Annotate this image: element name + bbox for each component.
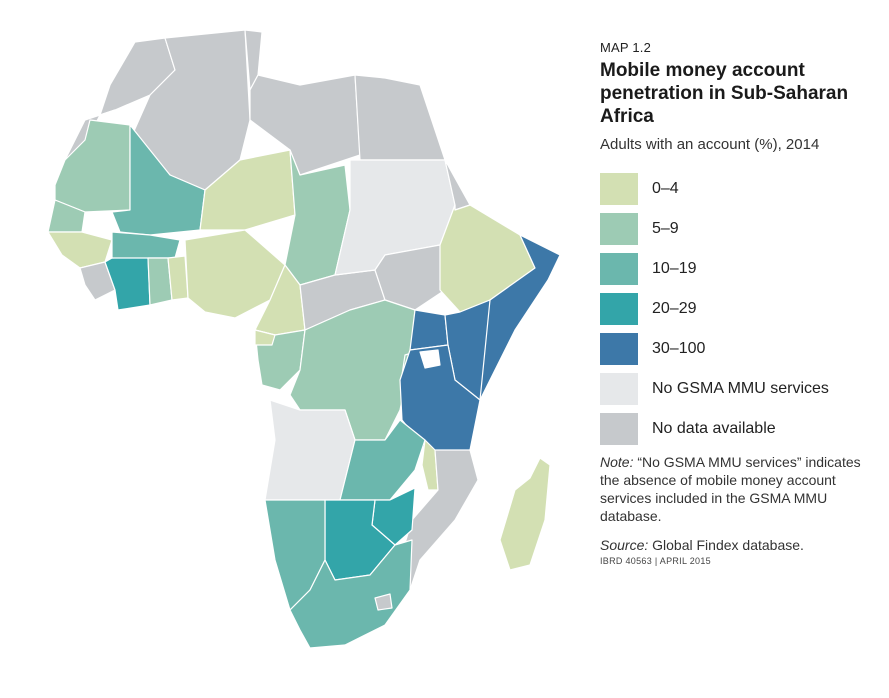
legend-swatch [600, 173, 638, 205]
legend-label: 30–100 [652, 340, 706, 357]
region-mozambique [399, 449, 479, 591]
region-angola [264, 399, 356, 501]
legend-item-30-100: 30–100 [600, 333, 880, 365]
legend-swatch [600, 253, 638, 285]
legend-item-0-4: 0–4 [600, 173, 880, 205]
note: Note: “No GSMA MMU services” indicates t… [600, 453, 880, 525]
region-sierra-leone-liberia [79, 261, 116, 301]
legend-label: 5–9 [652, 220, 679, 237]
legend: 0–4 5–9 10–19 20–29 30–100 No GSMA MMU s… [600, 173, 880, 445]
region-malawi [421, 439, 439, 491]
region-uganda [409, 309, 449, 351]
legend-swatch [600, 333, 638, 365]
africa-choropleth-map [47, 29, 561, 649]
legend-swatch [600, 293, 638, 325]
legend-item-10-19: 10–19 [600, 253, 880, 285]
region-equatorial-guinea [254, 329, 276, 346]
legend-panel: MAP 1.2 Mobile money account penetration… [600, 40, 880, 566]
note-prefix: Note: [600, 454, 634, 470]
region-south-africa [289, 539, 413, 649]
legend-label: 20–29 [652, 300, 697, 317]
legend-label: No data available [652, 420, 776, 437]
source-prefix: Source: [600, 537, 649, 553]
source: Source: Global Findex database. [600, 537, 880, 553]
legend-item-5-9: 5–9 [600, 213, 880, 245]
legend-swatch [600, 213, 638, 245]
region-nigeria [184, 229, 286, 319]
note-text: “No GSMA MMU services” indicates the abs… [600, 454, 861, 524]
map-credit: IBRD 40563 | APRIL 2015 [600, 556, 711, 566]
region-madagascar [499, 457, 551, 571]
region-lesotho [374, 593, 393, 611]
region-egypt [354, 74, 446, 161]
legend-item-20-29: 20–29 [600, 293, 880, 325]
legend-label: 10–19 [652, 260, 697, 277]
legend-swatch [600, 373, 638, 405]
region-lake-victoria [419, 349, 441, 369]
map-title: Mobile money account penetration in Sub-… [600, 60, 849, 127]
legend-swatch [600, 413, 638, 445]
source-text: Global Findex database. [652, 537, 804, 553]
region-zambia [339, 419, 426, 501]
legend-label: 0–4 [652, 180, 679, 197]
legend-label: No GSMA MMU services [652, 380, 829, 397]
region-togo-benin [167, 255, 189, 301]
legend-item-no-data: No data available [600, 413, 880, 445]
map-label: MAP 1.2 [600, 40, 652, 55]
legend-item-no-gsma: No GSMA MMU services [600, 373, 880, 405]
region-mauritania [54, 119, 131, 213]
map-subtitle: Adults with an account (%), 2014 [600, 136, 820, 153]
region-burkina-faso [111, 231, 181, 259]
